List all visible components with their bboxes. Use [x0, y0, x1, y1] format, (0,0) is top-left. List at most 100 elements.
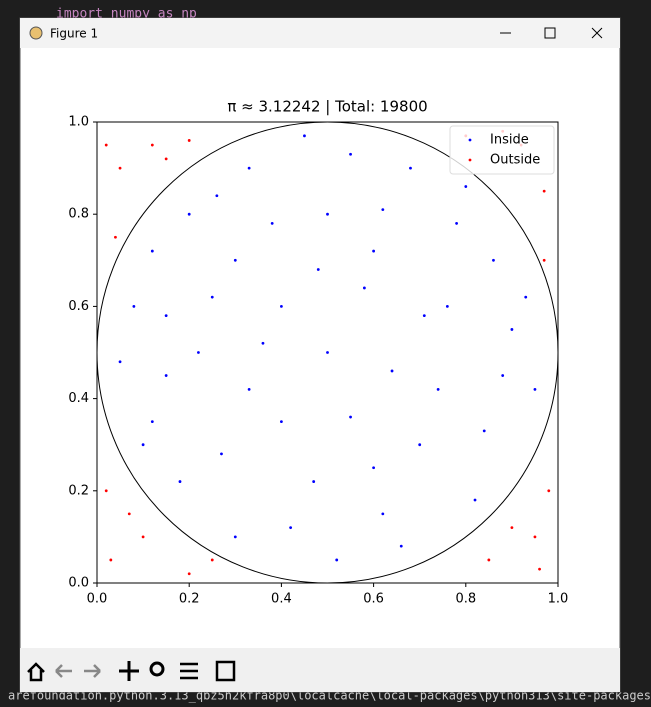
pan-button[interactable]	[119, 661, 139, 681]
y-tick-label: 0.4	[68, 391, 89, 406]
point	[510, 328, 514, 331]
legend-label: Inside	[490, 133, 529, 148]
point	[233, 535, 237, 539]
x-tick-label: 1.0	[548, 592, 569, 607]
point	[349, 415, 352, 419]
back-button[interactable]	[55, 664, 72, 678]
point	[150, 249, 154, 253]
point	[445, 305, 449, 308]
point	[132, 305, 136, 308]
point	[455, 222, 458, 225]
point	[533, 535, 537, 539]
point	[127, 512, 131, 516]
point	[542, 189, 546, 193]
point	[280, 305, 283, 308]
point	[280, 420, 283, 424]
point	[118, 166, 122, 170]
point	[372, 466, 375, 470]
point	[187, 212, 191, 216]
legend-box	[449, 125, 555, 175]
point	[164, 374, 168, 377]
point	[349, 152, 352, 156]
point	[247, 166, 251, 170]
point	[409, 166, 412, 170]
point	[210, 558, 214, 562]
point	[220, 452, 223, 456]
zoom-button[interactable]	[149, 661, 165, 677]
point	[303, 134, 306, 138]
save-button[interactable]	[215, 660, 236, 682]
point	[270, 222, 274, 225]
x-tick-label: 0.2	[179, 592, 200, 607]
point	[418, 443, 422, 447]
x-tick-label: 0.6	[363, 592, 384, 607]
point	[482, 429, 486, 433]
point	[524, 295, 528, 299]
point	[326, 351, 329, 354]
point	[436, 387, 440, 391]
point	[473, 498, 477, 502]
point	[178, 480, 182, 483]
point	[164, 157, 168, 161]
point	[150, 143, 154, 147]
point	[362, 286, 366, 290]
title-bar	[20, 18, 620, 48]
point	[399, 544, 403, 548]
figure-window	[19, 17, 621, 693]
point	[141, 443, 145, 447]
app-icon	[29, 26, 43, 40]
point	[542, 258, 546, 262]
y-tick-label: 0.8	[68, 207, 89, 222]
point	[164, 314, 168, 318]
point	[312, 480, 316, 483]
point	[197, 351, 200, 354]
point	[233, 258, 237, 262]
point	[104, 143, 108, 147]
point	[422, 314, 426, 318]
point	[141, 535, 145, 539]
point	[261, 341, 265, 345]
point	[510, 526, 514, 530]
point	[326, 212, 329, 216]
point	[316, 268, 320, 271]
point	[104, 489, 108, 493]
point	[150, 420, 154, 424]
point	[547, 489, 551, 493]
point	[501, 374, 505, 377]
y-tick-label: 1.0	[68, 115, 89, 130]
forward-button[interactable]	[84, 664, 101, 678]
configure-button[interactable]	[180, 662, 198, 680]
point	[187, 572, 191, 576]
point	[390, 369, 394, 373]
x-tick-label: 0.0	[87, 592, 108, 607]
legend-marker	[468, 138, 472, 142]
point	[381, 208, 385, 211]
x-tick-label: 0.8	[455, 592, 476, 607]
x-tick-label: 0.4	[271, 592, 292, 607]
plot: π ≈ 3.12242 | Total: 19800 0.0 0.2 0.4 0.6 0.…	[68, 98, 568, 607]
point	[381, 512, 385, 516]
point	[109, 558, 113, 562]
y-tick-label: 0.6	[68, 299, 89, 314]
axes-frame	[96, 121, 559, 584]
point	[538, 567, 541, 571]
home-button[interactable]	[27, 662, 45, 682]
y-tick-label: 0.2	[68, 483, 89, 498]
point	[247, 387, 251, 391]
point	[118, 360, 122, 364]
close-button[interactable]	[591, 27, 603, 39]
point	[464, 185, 468, 188]
y-tick-label: 0.0	[68, 576, 89, 591]
toolbar	[20, 648, 620, 692]
chart-title: π ≈ 3.12242 | Total: 19800	[227, 98, 427, 116]
legend-marker	[468, 158, 472, 162]
point	[210, 295, 214, 299]
point	[335, 558, 339, 562]
point	[372, 249, 375, 253]
point	[533, 387, 537, 391]
maximize-button[interactable]	[544, 27, 556, 39]
point	[114, 235, 117, 239]
point	[215, 194, 219, 198]
